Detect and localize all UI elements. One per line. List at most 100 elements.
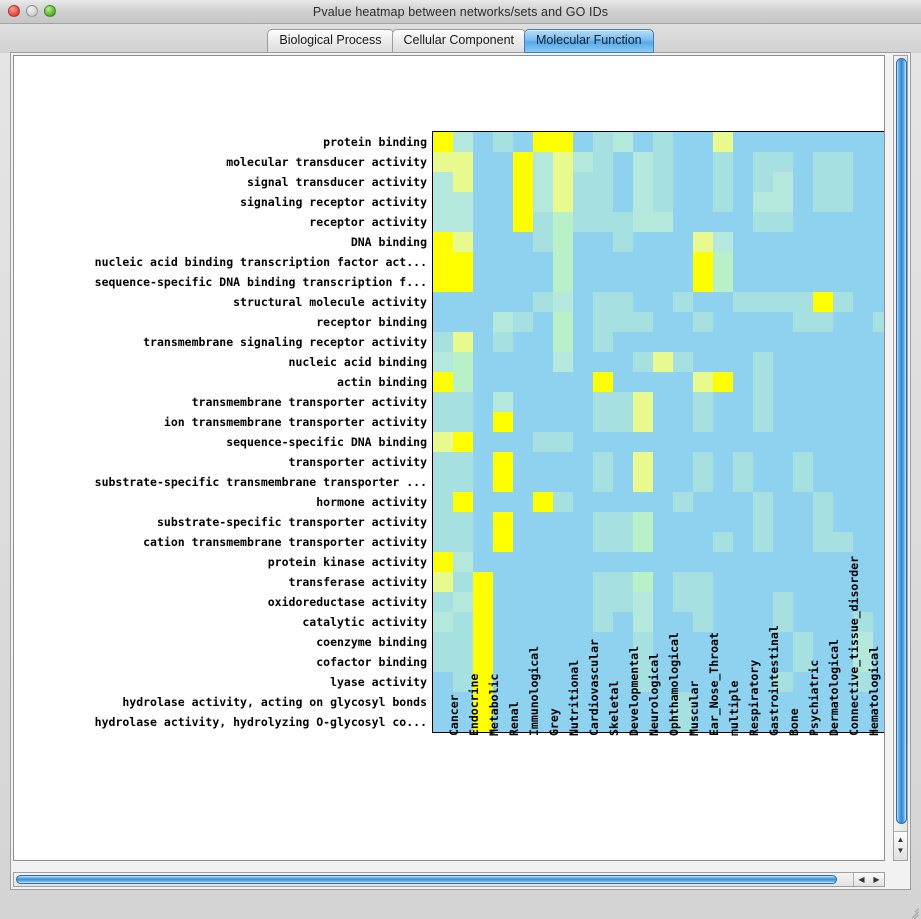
heatmap-cell[interactable] [593, 672, 613, 692]
heatmap-cell[interactable] [833, 332, 853, 352]
heatmap-cell[interactable] [793, 212, 813, 232]
heatmap-cell[interactable] [453, 692, 473, 712]
heatmap-cell[interactable] [733, 612, 753, 632]
heatmap-cell[interactable] [433, 352, 453, 372]
heatmap-cell[interactable] [473, 712, 493, 732]
heatmap-cell[interactable] [713, 132, 733, 152]
heatmap-cell[interactable] [493, 672, 513, 692]
heatmap-cell[interactable] [553, 172, 573, 192]
heatmap-cell[interactable] [493, 352, 513, 372]
heatmap-cell[interactable] [613, 252, 633, 272]
heatmap-cell[interactable] [453, 612, 473, 632]
heatmap-cell[interactable] [473, 692, 493, 712]
heatmap-cell[interactable] [793, 612, 813, 632]
heatmap-cell[interactable] [533, 272, 553, 292]
heatmap-cell[interactable] [713, 492, 733, 512]
heatmap-cell[interactable] [633, 292, 653, 312]
heatmap-cell[interactable] [753, 292, 773, 312]
heatmap-cell[interactable] [533, 692, 553, 712]
heatmap-cell[interactable] [473, 572, 493, 592]
heatmap-cell[interactable] [573, 312, 593, 332]
heatmap-cell[interactable] [853, 472, 873, 492]
heatmap-cell[interactable] [833, 312, 853, 332]
heatmap-cell[interactable] [493, 572, 513, 592]
heatmap-cell[interactable] [533, 312, 553, 332]
heatmap-cell[interactable] [833, 552, 853, 572]
heatmap-cell[interactable] [513, 252, 533, 272]
heatmap-cell[interactable] [773, 672, 793, 692]
heatmap-cell[interactable] [613, 272, 633, 292]
heatmap-cell[interactable] [713, 472, 733, 492]
heatmap-cell[interactable] [753, 232, 773, 252]
heatmap-cell[interactable] [533, 492, 553, 512]
heatmap-cell[interactable] [793, 552, 813, 572]
heatmap-cell[interactable] [833, 452, 853, 472]
heatmap-cell[interactable] [753, 212, 773, 232]
heatmap-cell[interactable] [853, 352, 873, 372]
heatmap-cell[interactable] [733, 392, 753, 412]
heatmap-cell[interactable] [833, 292, 853, 312]
heatmap-cell[interactable] [653, 212, 673, 232]
heatmap-cell[interactable] [453, 432, 473, 452]
heatmap-cell[interactable] [793, 272, 813, 292]
heatmap-cell[interactable] [813, 372, 833, 392]
heatmap-cell[interactable] [733, 472, 753, 492]
heatmap-cell[interactable] [853, 132, 873, 152]
heatmap-cell[interactable] [753, 532, 773, 552]
heatmap-cell[interactable] [793, 592, 813, 612]
heatmap-cell[interactable] [473, 652, 493, 672]
heatmap-cell[interactable] [653, 652, 673, 672]
heatmap-cell[interactable] [633, 452, 653, 472]
heatmap-cell[interactable] [773, 532, 793, 552]
heatmap-cell[interactable] [533, 712, 553, 732]
heatmap-cell[interactable] [673, 392, 693, 412]
heatmap-cell[interactable] [553, 192, 573, 212]
scroll-up-icon[interactable]: ▲ [896, 835, 905, 844]
heatmap-cell[interactable] [833, 432, 853, 452]
scroll-right-icon[interactable]: ▶ [873, 874, 880, 884]
heatmap-cell[interactable] [513, 312, 533, 332]
heatmap-cell[interactable] [553, 292, 573, 312]
heatmap-cell[interactable] [693, 492, 713, 512]
heatmap-cell[interactable] [793, 372, 813, 392]
heatmap-cell[interactable] [833, 392, 853, 412]
heatmap-cell[interactable] [673, 512, 693, 532]
heatmap-cell[interactable] [713, 672, 733, 692]
heatmap-cell[interactable] [813, 232, 833, 252]
heatmap-cell[interactable] [673, 452, 693, 472]
heatmap-cell[interactable] [733, 212, 753, 232]
heatmap-cell[interactable] [713, 372, 733, 392]
heatmap-cell[interactable] [613, 632, 633, 652]
heatmap-cell[interactable] [513, 292, 533, 312]
heatmap-cell[interactable] [493, 372, 513, 392]
heatmap-cell[interactable] [673, 572, 693, 592]
heatmap-cell[interactable] [833, 472, 853, 492]
heatmap-cell[interactable] [473, 232, 493, 252]
heatmap-cell[interactable] [513, 592, 533, 612]
heatmap-cell[interactable] [493, 292, 513, 312]
heatmap-cell[interactable] [453, 552, 473, 572]
heatmap-cell[interactable] [693, 432, 713, 452]
heatmap-cell[interactable] [813, 152, 833, 172]
heatmap-cell[interactable] [873, 392, 884, 412]
heatmap-cell[interactable] [793, 132, 813, 152]
heatmap-cell[interactable] [473, 672, 493, 692]
heatmap-cell[interactable] [633, 312, 653, 332]
heatmap-cell[interactable] [473, 532, 493, 552]
heatmap-cell[interactable] [833, 492, 853, 512]
heatmap-cell[interactable] [793, 312, 813, 332]
heatmap-cell[interactable] [693, 132, 713, 152]
heatmap-cell[interactable] [453, 232, 473, 252]
heatmap-cell[interactable] [873, 232, 884, 252]
heatmap-cell[interactable] [713, 312, 733, 332]
heatmap-cell[interactable] [713, 632, 733, 652]
heatmap-cell[interactable] [773, 572, 793, 592]
heatmap-cell[interactable] [873, 432, 884, 452]
heatmap-cell[interactable] [533, 392, 553, 412]
heatmap-cell[interactable] [833, 412, 853, 432]
heatmap-cell[interactable] [633, 552, 653, 572]
heatmap-cell[interactable] [813, 652, 833, 672]
heatmap-cell[interactable] [873, 212, 884, 232]
heatmap-cell[interactable] [573, 412, 593, 432]
heatmap-cell[interactable] [693, 472, 713, 492]
